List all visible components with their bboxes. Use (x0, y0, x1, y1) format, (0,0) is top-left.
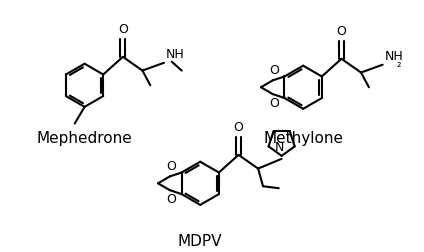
Text: O: O (269, 97, 279, 110)
Text: NH: NH (385, 50, 403, 63)
Text: Methylone: Methylone (263, 131, 343, 146)
Text: O: O (166, 161, 176, 173)
Text: N: N (275, 141, 285, 154)
Text: NH: NH (166, 48, 185, 61)
Text: O: O (166, 193, 176, 206)
Text: O: O (118, 23, 128, 36)
Text: O: O (337, 25, 346, 38)
Text: MDPV: MDPV (178, 234, 223, 249)
Text: ₂: ₂ (396, 59, 401, 69)
Text: O: O (234, 121, 243, 134)
Text: O: O (269, 65, 279, 77)
Text: Mephedrone: Mephedrone (37, 131, 132, 146)
